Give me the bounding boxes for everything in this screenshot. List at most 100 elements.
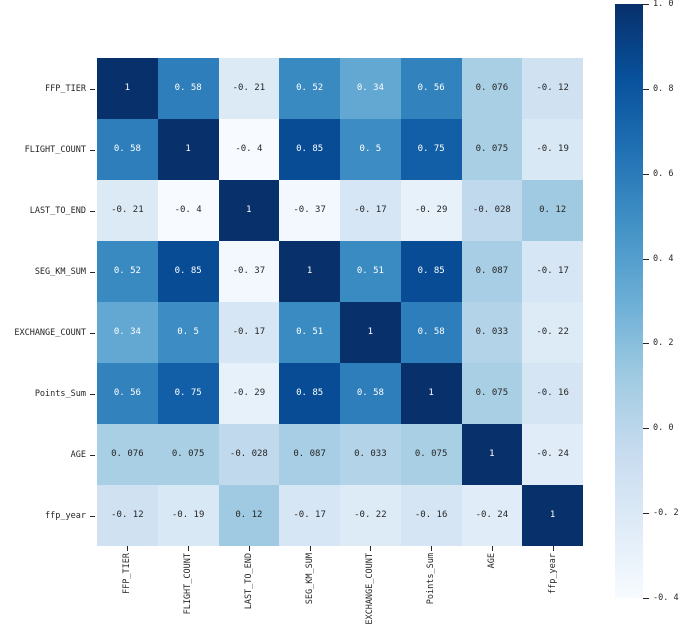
heatmap-cell-EXCHANGE_COUNT-LAST_TO_END: -0. 17 [218, 302, 280, 363]
y-tick-label-EXCHANGE_COUNT: EXCHANGE_COUNT [14, 327, 86, 338]
y-tick-label-FLIGHT_COUNT: FLIGHT_COUNT [24, 144, 86, 155]
heatmap-cell-FFP_TIER-Points_Sum: 0. 56 [400, 58, 462, 119]
x-tick-mark [127, 546, 129, 551]
colorbar-tick-label: 0. 0 [653, 423, 674, 434]
heatmap-cell-FLIGHT_COUNT-LAST_TO_END: -0. 4 [218, 119, 280, 180]
y-tick-mark [90, 149, 95, 151]
x-tick-label-EXCHANGE_COUNT: EXCHANGE_COUNT [365, 553, 376, 625]
x-tick-label-FLIGHT_COUNT: FLIGHT_COUNT [183, 553, 194, 615]
heatmap-cell-LAST_TO_END-EXCHANGE_COUNT: -0. 17 [340, 180, 401, 241]
heatmap-grid: 1 0. 58 -0. 21 0. 52 0. 34 0. 56 0. 076 -0. 12 0… [97, 58, 583, 546]
heatmap-cell-FFP_TIER-AGE: 0. 076 [461, 58, 523, 119]
heatmap-cell-AGE-LAST_TO_END: -0. 028 [218, 424, 280, 485]
x-tick-mark [370, 546, 372, 551]
heatmap-cell-ffp_year-FLIGHT_COUNT: -0. 19 [157, 485, 219, 546]
heatmap-cell-FFP_TIER-SEG_KM_SUM: 0. 52 [279, 58, 340, 119]
y-tick-mark [90, 210, 95, 212]
heatmap-cell-SEG_KM_SUM-EXCHANGE_COUNT: 0. 51 [340, 241, 401, 302]
heatmap-cell-ffp_year-Points_Sum: -0. 16 [400, 485, 462, 546]
heatmap-cell-EXCHANGE_COUNT-SEG_KM_SUM: 0. 51 [279, 302, 340, 363]
heatmap-cell-AGE-AGE: 1 [461, 424, 523, 485]
y-tick-label-SEG_KM_SUM: SEG_KM_SUM [34, 266, 86, 277]
heatmap-cell-FLIGHT_COUNT-Points_Sum: 0. 75 [400, 119, 462, 180]
colorbar-tick-mark [643, 173, 649, 175]
heatmap-cell-Points_Sum-FLIGHT_COUNT: 0. 75 [157, 363, 219, 424]
colorbar-tick-mark [643, 598, 649, 599]
heatmap-cell-Points_Sum-Points_Sum: 1 [400, 363, 462, 424]
heatmap-cell-SEG_KM_SUM-AGE: 0. 087 [461, 241, 523, 302]
heatmap-cell-SEG_KM_SUM-FLIGHT_COUNT: 0. 85 [157, 241, 219, 302]
heatmap-cell-SEG_KM_SUM-LAST_TO_END: -0. 37 [218, 241, 280, 302]
y-tick-mark [90, 454, 95, 456]
x-tick-label-SEG_KM_SUM: SEG_KM_SUM [304, 553, 315, 605]
y-tick-label-AGE: AGE [70, 449, 86, 460]
x-tick-mark [431, 546, 433, 551]
colorbar-tick-label: 0. 8 [653, 83, 674, 94]
heatmap-cell-Points_Sum-ffp_year: -0. 16 [522, 363, 583, 424]
heatmap-cell-AGE-Points_Sum: 0. 075 [400, 424, 462, 485]
y-tick-label-FFP_TIER: FFP_TIER [45, 83, 86, 94]
heatmap-cell-SEG_KM_SUM-ffp_year: -0. 17 [522, 241, 583, 302]
colorbar-tick-mark [643, 88, 649, 90]
heatmap-cell-ffp_year-SEG_KM_SUM: -0. 17 [279, 485, 340, 546]
heatmap-cell-FLIGHT_COUNT-ffp_year: -0. 19 [522, 119, 583, 180]
colorbar-tick-label: -0. 2 [653, 508, 679, 519]
y-tick-mark [90, 393, 95, 395]
y-tick-mark [90, 515, 95, 517]
colorbar-tick-mark [643, 513, 649, 515]
x-axis-labels: FFP_TIER FLIGHT_COUNT LAST_TO_END SEG_KM_SU… [97, 553, 583, 639]
heatmap-cell-LAST_TO_END-FFP_TIER: -0. 21 [97, 180, 158, 241]
x-tick-mark [188, 546, 190, 551]
heatmap-cell-ffp_year-FFP_TIER: -0. 12 [97, 485, 158, 546]
heatmap-cell-SEG_KM_SUM-SEG_KM_SUM: 1 [279, 241, 340, 302]
y-tick-mark [90, 332, 95, 334]
heatmap-cell-EXCHANGE_COUNT-Points_Sum: 0. 58 [400, 302, 462, 363]
x-tick-mark [309, 546, 311, 551]
heatmap-cell-LAST_TO_END-FLIGHT_COUNT: -0. 4 [157, 180, 219, 241]
colorbar-tick-mark [643, 4, 649, 5]
colorbar-tick-mark [643, 343, 649, 345]
colorbar-tick-label: 1. 0 [653, 0, 674, 9]
heatmap-cell-AGE-EXCHANGE_COUNT: 0. 033 [340, 424, 401, 485]
colorbar-tick-label: 0. 4 [653, 253, 674, 264]
heatmap-cell-ffp_year-EXCHANGE_COUNT: -0. 22 [340, 485, 401, 546]
heatmap-cell-FFP_TIER-FFP_TIER: 1 [97, 58, 158, 119]
heatmap-cell-ffp_year-AGE: -0. 24 [461, 485, 523, 546]
x-tick-label-ffp_year: ffp_year [547, 553, 558, 594]
heatmap-cell-AGE-FLIGHT_COUNT: 0. 075 [157, 424, 219, 485]
y-tick-label-Points_Sum: Points_Sum [34, 388, 86, 399]
heatmap-cell-EXCHANGE_COUNT-ffp_year: -0. 22 [522, 302, 583, 363]
x-tick-label-Points_Sum: Points_Sum [426, 553, 437, 605]
heatmap-cell-FLIGHT_COUNT-FLIGHT_COUNT: 1 [157, 119, 219, 180]
heatmap-cell-FLIGHT_COUNT-SEG_KM_SUM: 0. 85 [279, 119, 340, 180]
heatmap-cell-AGE-SEG_KM_SUM: 0. 087 [279, 424, 340, 485]
heatmap-cell-FFP_TIER-ffp_year: -0. 12 [522, 58, 583, 119]
heatmap-cell-FLIGHT_COUNT-EXCHANGE_COUNT: 0. 5 [340, 119, 401, 180]
heatmap-cell-EXCHANGE_COUNT-FFP_TIER: 0. 34 [97, 302, 158, 363]
heatmap-cell-ffp_year-ffp_year: 1 [522, 485, 583, 546]
heatmap-cell-Points_Sum-SEG_KM_SUM: 0. 85 [279, 363, 340, 424]
colorbar-tick-label: 0. 2 [653, 338, 674, 349]
colorbar-tick-label: 0. 6 [653, 168, 674, 179]
colorbar-tick-mark [643, 258, 649, 260]
heatmap-cell-LAST_TO_END-SEG_KM_SUM: -0. 37 [279, 180, 340, 241]
x-tick-label-LAST_TO_END: LAST_TO_END [243, 553, 254, 610]
heatmap-cell-FLIGHT_COUNT-AGE: 0. 075 [461, 119, 523, 180]
heatmap-cell-ffp_year-LAST_TO_END: 0. 12 [218, 485, 280, 546]
heatmap-cell-LAST_TO_END-ffp_year: 0. 12 [522, 180, 583, 241]
heatmap-cell-FFP_TIER-EXCHANGE_COUNT: 0. 34 [340, 58, 401, 119]
heatmap-cell-SEG_KM_SUM-FFP_TIER: 0. 52 [97, 241, 158, 302]
heatmap-cell-AGE-ffp_year: -0. 24 [522, 424, 583, 485]
heatmap-cell-EXCHANGE_COUNT-AGE: 0. 033 [461, 302, 523, 363]
x-tick-label-FFP_TIER: FFP_TIER [122, 553, 133, 594]
heatmap-cell-LAST_TO_END-LAST_TO_END: 1 [218, 180, 280, 241]
heatmap-cell-LAST_TO_END-AGE: -0. 028 [461, 180, 523, 241]
y-tick-label-LAST_TO_END: LAST_TO_END [29, 205, 86, 216]
y-axis-labels: FFP_TIER FLIGHT_COUNT LAST_TO_END SEG_KM_SU… [0, 58, 86, 546]
heatmap-cell-EXCHANGE_COUNT-FLIGHT_COUNT: 0. 5 [157, 302, 219, 363]
y-tick-mark [90, 271, 95, 273]
y-tick-mark [90, 88, 95, 90]
heatmap-cell-Points_Sum-EXCHANGE_COUNT: 0. 58 [340, 363, 401, 424]
heatmap-cell-SEG_KM_SUM-Points_Sum: 0. 85 [400, 241, 462, 302]
